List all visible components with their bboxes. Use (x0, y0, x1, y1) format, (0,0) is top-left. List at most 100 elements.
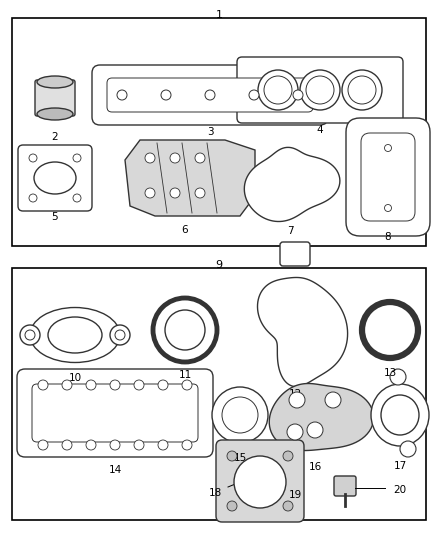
Text: 3: 3 (207, 127, 213, 137)
Circle shape (145, 188, 155, 198)
Circle shape (400, 441, 416, 457)
Circle shape (385, 205, 392, 212)
Polygon shape (125, 140, 255, 216)
Circle shape (258, 70, 298, 110)
Polygon shape (244, 147, 340, 222)
Circle shape (134, 380, 144, 390)
Circle shape (73, 194, 81, 202)
Circle shape (348, 76, 376, 104)
Circle shape (161, 90, 171, 100)
Circle shape (234, 456, 286, 508)
Circle shape (158, 380, 168, 390)
Circle shape (390, 369, 406, 385)
Circle shape (165, 310, 205, 350)
Text: 15: 15 (233, 453, 247, 463)
Bar (12, 268, 426, 520)
Circle shape (20, 325, 40, 345)
Circle shape (117, 90, 127, 100)
Circle shape (212, 387, 268, 443)
FancyBboxPatch shape (32, 384, 198, 442)
Text: 13: 13 (383, 368, 397, 378)
Circle shape (283, 501, 293, 511)
Circle shape (110, 380, 120, 390)
Text: 5: 5 (52, 212, 58, 222)
Bar (12, 18, 426, 246)
FancyBboxPatch shape (18, 145, 92, 211)
Ellipse shape (30, 308, 120, 362)
FancyBboxPatch shape (280, 242, 310, 266)
Text: 18: 18 (208, 488, 222, 498)
Circle shape (249, 90, 259, 100)
Circle shape (264, 76, 292, 104)
Circle shape (300, 70, 340, 110)
Ellipse shape (37, 108, 73, 120)
FancyBboxPatch shape (17, 369, 213, 457)
Circle shape (29, 194, 37, 202)
Circle shape (110, 325, 130, 345)
Text: 10: 10 (68, 373, 81, 383)
FancyBboxPatch shape (361, 133, 415, 221)
Circle shape (25, 330, 35, 340)
Circle shape (38, 440, 48, 450)
Text: 11: 11 (178, 370, 192, 380)
Text: 7: 7 (287, 226, 293, 236)
Circle shape (38, 380, 48, 390)
Circle shape (170, 188, 180, 198)
Circle shape (227, 501, 237, 511)
Circle shape (182, 380, 192, 390)
Text: 17: 17 (393, 461, 406, 471)
Circle shape (182, 440, 192, 450)
Circle shape (134, 440, 144, 450)
Circle shape (195, 153, 205, 163)
Circle shape (62, 440, 72, 450)
Circle shape (153, 298, 217, 362)
Text: 9: 9 (215, 260, 223, 270)
Circle shape (205, 90, 215, 100)
Circle shape (293, 90, 303, 100)
Circle shape (145, 153, 155, 163)
FancyBboxPatch shape (107, 78, 313, 112)
Ellipse shape (48, 317, 102, 353)
Circle shape (73, 154, 81, 162)
Polygon shape (258, 278, 348, 386)
Circle shape (195, 188, 205, 198)
Circle shape (362, 302, 418, 358)
FancyBboxPatch shape (346, 118, 430, 236)
Circle shape (385, 144, 392, 151)
FancyBboxPatch shape (334, 476, 356, 496)
Text: 14: 14 (108, 465, 122, 475)
Text: 20: 20 (393, 485, 406, 495)
Ellipse shape (371, 384, 429, 446)
Circle shape (287, 424, 303, 440)
Text: 1: 1 (215, 10, 223, 20)
Text: 4: 4 (317, 125, 323, 135)
Circle shape (289, 392, 305, 408)
FancyBboxPatch shape (237, 57, 403, 123)
Polygon shape (269, 384, 374, 450)
FancyBboxPatch shape (216, 440, 304, 522)
Circle shape (86, 440, 96, 450)
Circle shape (306, 76, 334, 104)
FancyBboxPatch shape (35, 80, 75, 116)
Circle shape (227, 451, 237, 461)
Circle shape (115, 330, 125, 340)
FancyBboxPatch shape (92, 65, 328, 125)
Circle shape (222, 397, 258, 433)
Circle shape (62, 380, 72, 390)
Ellipse shape (381, 395, 419, 435)
Circle shape (86, 380, 96, 390)
Text: 2: 2 (52, 132, 58, 142)
Circle shape (325, 392, 341, 408)
Ellipse shape (37, 76, 73, 88)
Text: 12: 12 (288, 389, 302, 399)
Text: 16: 16 (308, 462, 321, 472)
Circle shape (307, 422, 323, 438)
Text: 8: 8 (385, 232, 391, 242)
Ellipse shape (34, 162, 76, 194)
Circle shape (170, 153, 180, 163)
Circle shape (110, 440, 120, 450)
Circle shape (158, 440, 168, 450)
Text: 6: 6 (182, 225, 188, 235)
Circle shape (283, 451, 293, 461)
Circle shape (342, 70, 382, 110)
